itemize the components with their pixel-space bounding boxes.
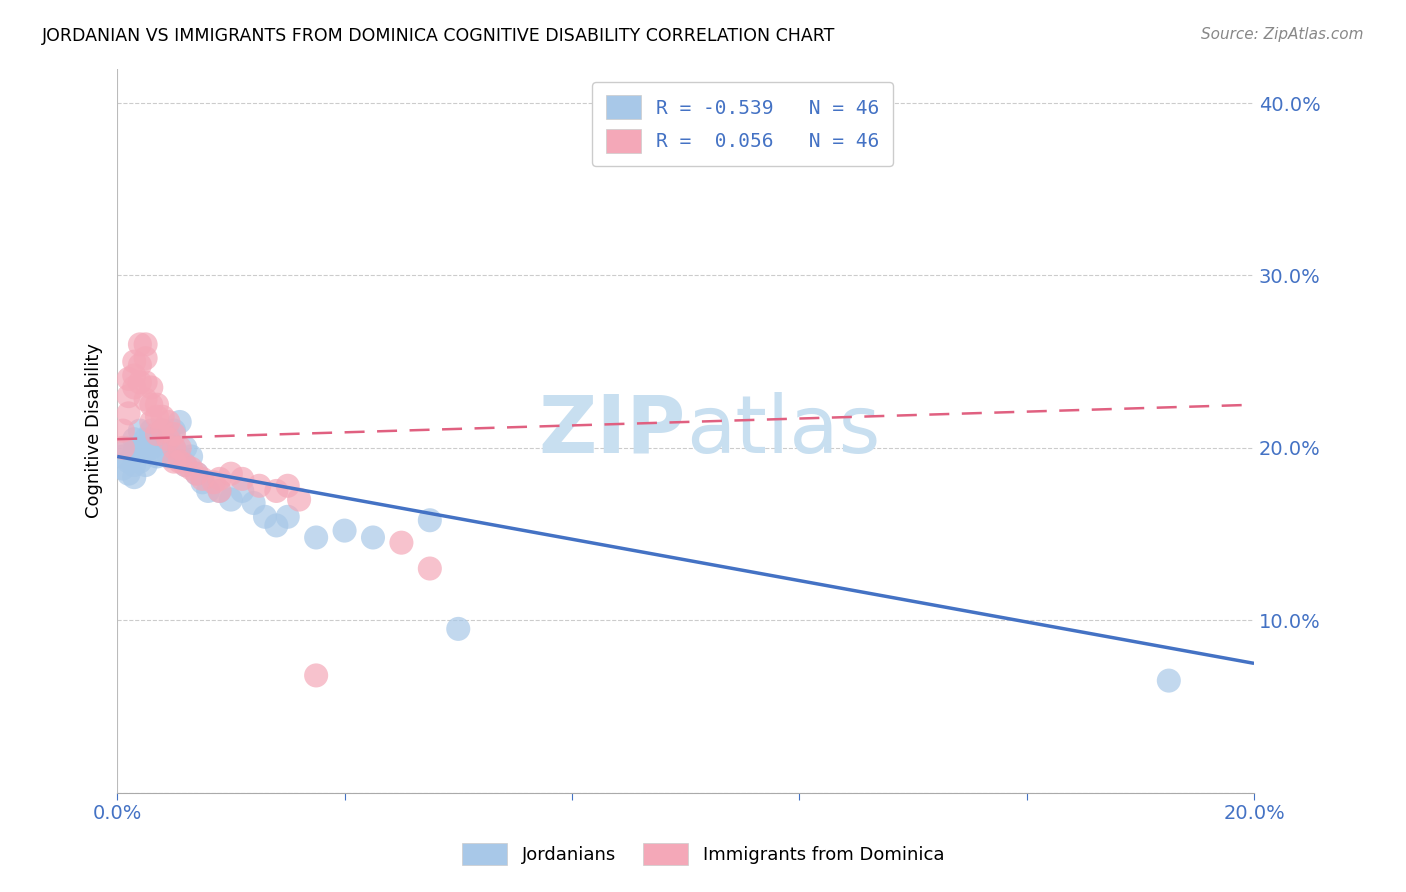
Point — [129, 337, 152, 351]
Point — [122, 380, 145, 394]
Point — [163, 441, 186, 455]
Point — [231, 472, 253, 486]
Point — [305, 668, 328, 682]
Point — [174, 458, 197, 472]
Point — [169, 441, 191, 455]
Text: Source: ZipAtlas.com: Source: ZipAtlas.com — [1201, 27, 1364, 42]
Point — [122, 368, 145, 383]
Point — [208, 483, 231, 498]
Point — [391, 535, 413, 549]
Point — [447, 622, 470, 636]
Point — [163, 427, 186, 442]
Point — [197, 483, 219, 498]
Point — [231, 483, 253, 498]
Text: ZIP: ZIP — [538, 392, 686, 469]
Point — [135, 444, 157, 458]
Point — [141, 415, 163, 429]
Point — [146, 432, 169, 446]
Point — [152, 409, 174, 424]
Point — [111, 441, 134, 455]
Point — [180, 450, 202, 464]
Point — [117, 406, 139, 420]
Point — [266, 483, 288, 498]
Point — [152, 444, 174, 458]
Point — [247, 479, 270, 493]
Point — [169, 450, 191, 464]
Point — [129, 441, 152, 455]
Point — [277, 509, 299, 524]
Point — [117, 389, 139, 403]
Point — [117, 372, 139, 386]
Point — [129, 424, 152, 438]
Point — [111, 450, 134, 464]
Point — [146, 398, 169, 412]
Point — [122, 444, 145, 458]
Point — [122, 432, 145, 446]
Point — [135, 392, 157, 407]
Point — [361, 531, 384, 545]
Y-axis label: Cognitive Disability: Cognitive Disability — [86, 343, 103, 518]
Point — [169, 415, 191, 429]
Point — [152, 424, 174, 438]
Point — [169, 455, 191, 469]
Point — [163, 455, 186, 469]
Point — [122, 458, 145, 472]
Point — [141, 424, 163, 438]
Text: atlas: atlas — [686, 392, 880, 469]
Point — [146, 450, 169, 464]
Point — [219, 492, 242, 507]
Point — [122, 470, 145, 484]
Point — [208, 483, 231, 498]
Point — [157, 415, 180, 429]
Point — [135, 337, 157, 351]
Legend: R = -0.539   N = 46, R =  0.056   N = 46: R = -0.539 N = 46, R = 0.056 N = 46 — [592, 82, 893, 166]
Legend: Jordanians, Immigrants from Dominica: Jordanians, Immigrants from Dominica — [453, 834, 953, 874]
Point — [191, 475, 214, 490]
Point — [129, 376, 152, 390]
Text: JORDANIAN VS IMMIGRANTS FROM DOMINICA COGNITIVE DISABILITY CORRELATION CHART: JORDANIAN VS IMMIGRANTS FROM DOMINICA CO… — [42, 27, 835, 45]
Point — [111, 461, 134, 475]
Point — [146, 409, 169, 424]
Point — [174, 441, 197, 455]
Point — [419, 513, 441, 527]
Point — [141, 398, 163, 412]
Point — [202, 475, 225, 490]
Point — [180, 461, 202, 475]
Point — [1157, 673, 1180, 688]
Point — [191, 472, 214, 486]
Point — [288, 492, 311, 507]
Point — [141, 441, 163, 455]
Point — [135, 351, 157, 366]
Point — [186, 467, 208, 481]
Point — [163, 441, 186, 455]
Point — [146, 427, 169, 442]
Point — [305, 531, 328, 545]
Point — [122, 354, 145, 368]
Point — [152, 424, 174, 438]
Point — [157, 450, 180, 464]
Point — [117, 467, 139, 481]
Point — [135, 432, 157, 446]
Point — [242, 496, 264, 510]
Point — [135, 376, 157, 390]
Point — [174, 458, 197, 472]
Point — [141, 380, 163, 394]
Point — [208, 472, 231, 486]
Point — [419, 561, 441, 575]
Point — [163, 424, 186, 438]
Point — [277, 479, 299, 493]
Point — [219, 467, 242, 481]
Point — [117, 441, 139, 455]
Point — [129, 455, 152, 469]
Point — [186, 467, 208, 481]
Point — [129, 358, 152, 372]
Point — [253, 509, 276, 524]
Point — [111, 424, 134, 438]
Point — [157, 427, 180, 442]
Point — [135, 458, 157, 472]
Point — [157, 432, 180, 446]
Point — [266, 518, 288, 533]
Point — [333, 524, 356, 538]
Point — [117, 455, 139, 469]
